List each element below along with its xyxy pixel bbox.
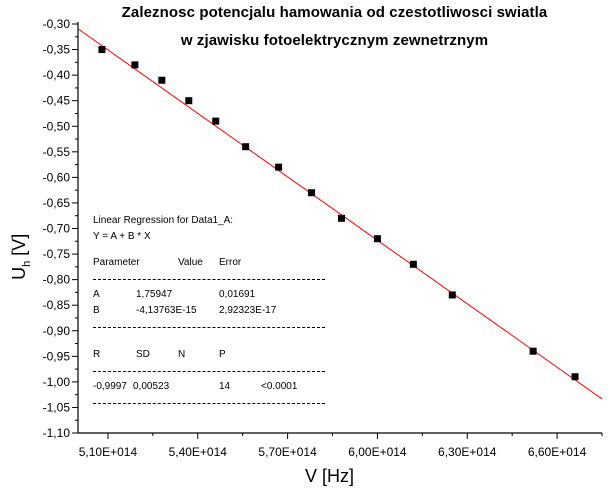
regression-title: Linear Regression for Data1_A: bbox=[93, 215, 234, 226]
stat-sd: 0,00523 bbox=[133, 381, 170, 392]
y-axis-title: Uh [V] bbox=[9, 232, 33, 282]
param-error: 0,01691 bbox=[219, 289, 256, 300]
data-point bbox=[242, 143, 250, 151]
y-tick-label: -0,95 bbox=[43, 349, 71, 363]
y-axis-title-main: U bbox=[9, 266, 30, 280]
param-name: B bbox=[93, 305, 100, 316]
header-parameter: Parameter bbox=[93, 257, 140, 268]
y-tick-label: -0,75 bbox=[43, 247, 71, 261]
separator bbox=[93, 327, 325, 328]
stat-r: -0,9997 bbox=[93, 381, 127, 392]
stats-header-row: R SD N P bbox=[93, 347, 333, 363]
y-tick-label: -0,55 bbox=[43, 145, 71, 159]
x-tick-label: 5,40E+014 bbox=[169, 445, 228, 459]
data-point bbox=[212, 117, 220, 125]
y-axis-title-unit: [V] bbox=[9, 233, 30, 261]
y-tick-label: -0,40 bbox=[43, 68, 71, 82]
stats-value-row: -0,9997 0,00523 14 <0.0001 bbox=[93, 379, 333, 395]
y-tick-label: -0,45 bbox=[43, 94, 71, 108]
y-tick-label: -0,70 bbox=[43, 222, 71, 236]
x-tick-label: 6,60E+014 bbox=[528, 445, 587, 459]
stat-header-sd: SD bbox=[136, 349, 150, 360]
regression-row-a: A 1,75947 0,01691 bbox=[93, 287, 333, 303]
y-tick-label: -0,65 bbox=[43, 196, 71, 210]
header-error: Error bbox=[219, 257, 242, 268]
data-point bbox=[373, 235, 381, 243]
data-point bbox=[308, 189, 316, 197]
y-tick-label: -0,85 bbox=[43, 298, 71, 312]
data-point bbox=[571, 373, 579, 381]
y-axis-title-sub: h bbox=[20, 260, 33, 267]
data-point bbox=[448, 291, 456, 299]
separator bbox=[93, 279, 325, 280]
stat-header-r: R bbox=[93, 349, 101, 360]
data-point bbox=[185, 97, 193, 105]
data-point bbox=[275, 163, 283, 171]
x-tick-label: 5,10E+014 bbox=[79, 445, 138, 459]
x-axis-title: V [Hz] bbox=[305, 466, 355, 486]
data-point bbox=[337, 214, 345, 222]
y-tick-label: -0,60 bbox=[43, 170, 71, 184]
y-tick-label: -0,90 bbox=[43, 324, 71, 338]
y-tick-label: -0,35 bbox=[43, 43, 71, 57]
data-point bbox=[131, 61, 139, 69]
y-tick-label: -1,10 bbox=[43, 426, 71, 440]
param-value: 1,75947 bbox=[136, 289, 173, 300]
x-tick-label: 5,70E+014 bbox=[258, 445, 317, 459]
data-point bbox=[158, 76, 166, 84]
param-value: -4,13763E-15 bbox=[136, 305, 197, 316]
chart-subtitle: w zjawisku fotoelektrycznym zewnetrznym bbox=[180, 32, 489, 49]
x-tick-label: 6,30E+014 bbox=[438, 445, 497, 459]
chart-title: Zaleznosc potencjalu hamowania od czesto… bbox=[121, 4, 548, 21]
fit-line bbox=[77, 28, 603, 400]
data-point bbox=[98, 46, 106, 54]
y-tick-label: -1,00 bbox=[43, 375, 71, 389]
stat-header-p: P bbox=[219, 349, 226, 360]
y-tick-label: -1,05 bbox=[43, 400, 71, 414]
stat-n: 14 bbox=[219, 381, 231, 392]
y-tick-label: -0,80 bbox=[43, 273, 71, 287]
stat-header-n: N bbox=[178, 349, 186, 360]
data-point bbox=[409, 260, 417, 268]
regression-equation: Y = A + B * X bbox=[93, 231, 151, 242]
stat-p: <0.0001 bbox=[261, 381, 298, 392]
separator bbox=[93, 403, 325, 404]
data-point bbox=[529, 347, 537, 355]
y-tick-label: -0,50 bbox=[43, 119, 71, 133]
regression-box: Linear Regression for Data1_A: Y = A + B… bbox=[93, 213, 333, 411]
x-tick-label: 6,00E+014 bbox=[348, 445, 407, 459]
y-tick-label: -0,30 bbox=[43, 17, 71, 31]
param-name: A bbox=[93, 289, 100, 300]
header-value: Value bbox=[178, 257, 203, 268]
separator bbox=[93, 371, 325, 372]
param-error: 2,92323E-17 bbox=[219, 305, 277, 316]
regression-row-b: B -4,13763E-15 2,92323E-17 bbox=[93, 303, 333, 319]
regression-header-row: Parameter Value Error bbox=[93, 255, 333, 271]
